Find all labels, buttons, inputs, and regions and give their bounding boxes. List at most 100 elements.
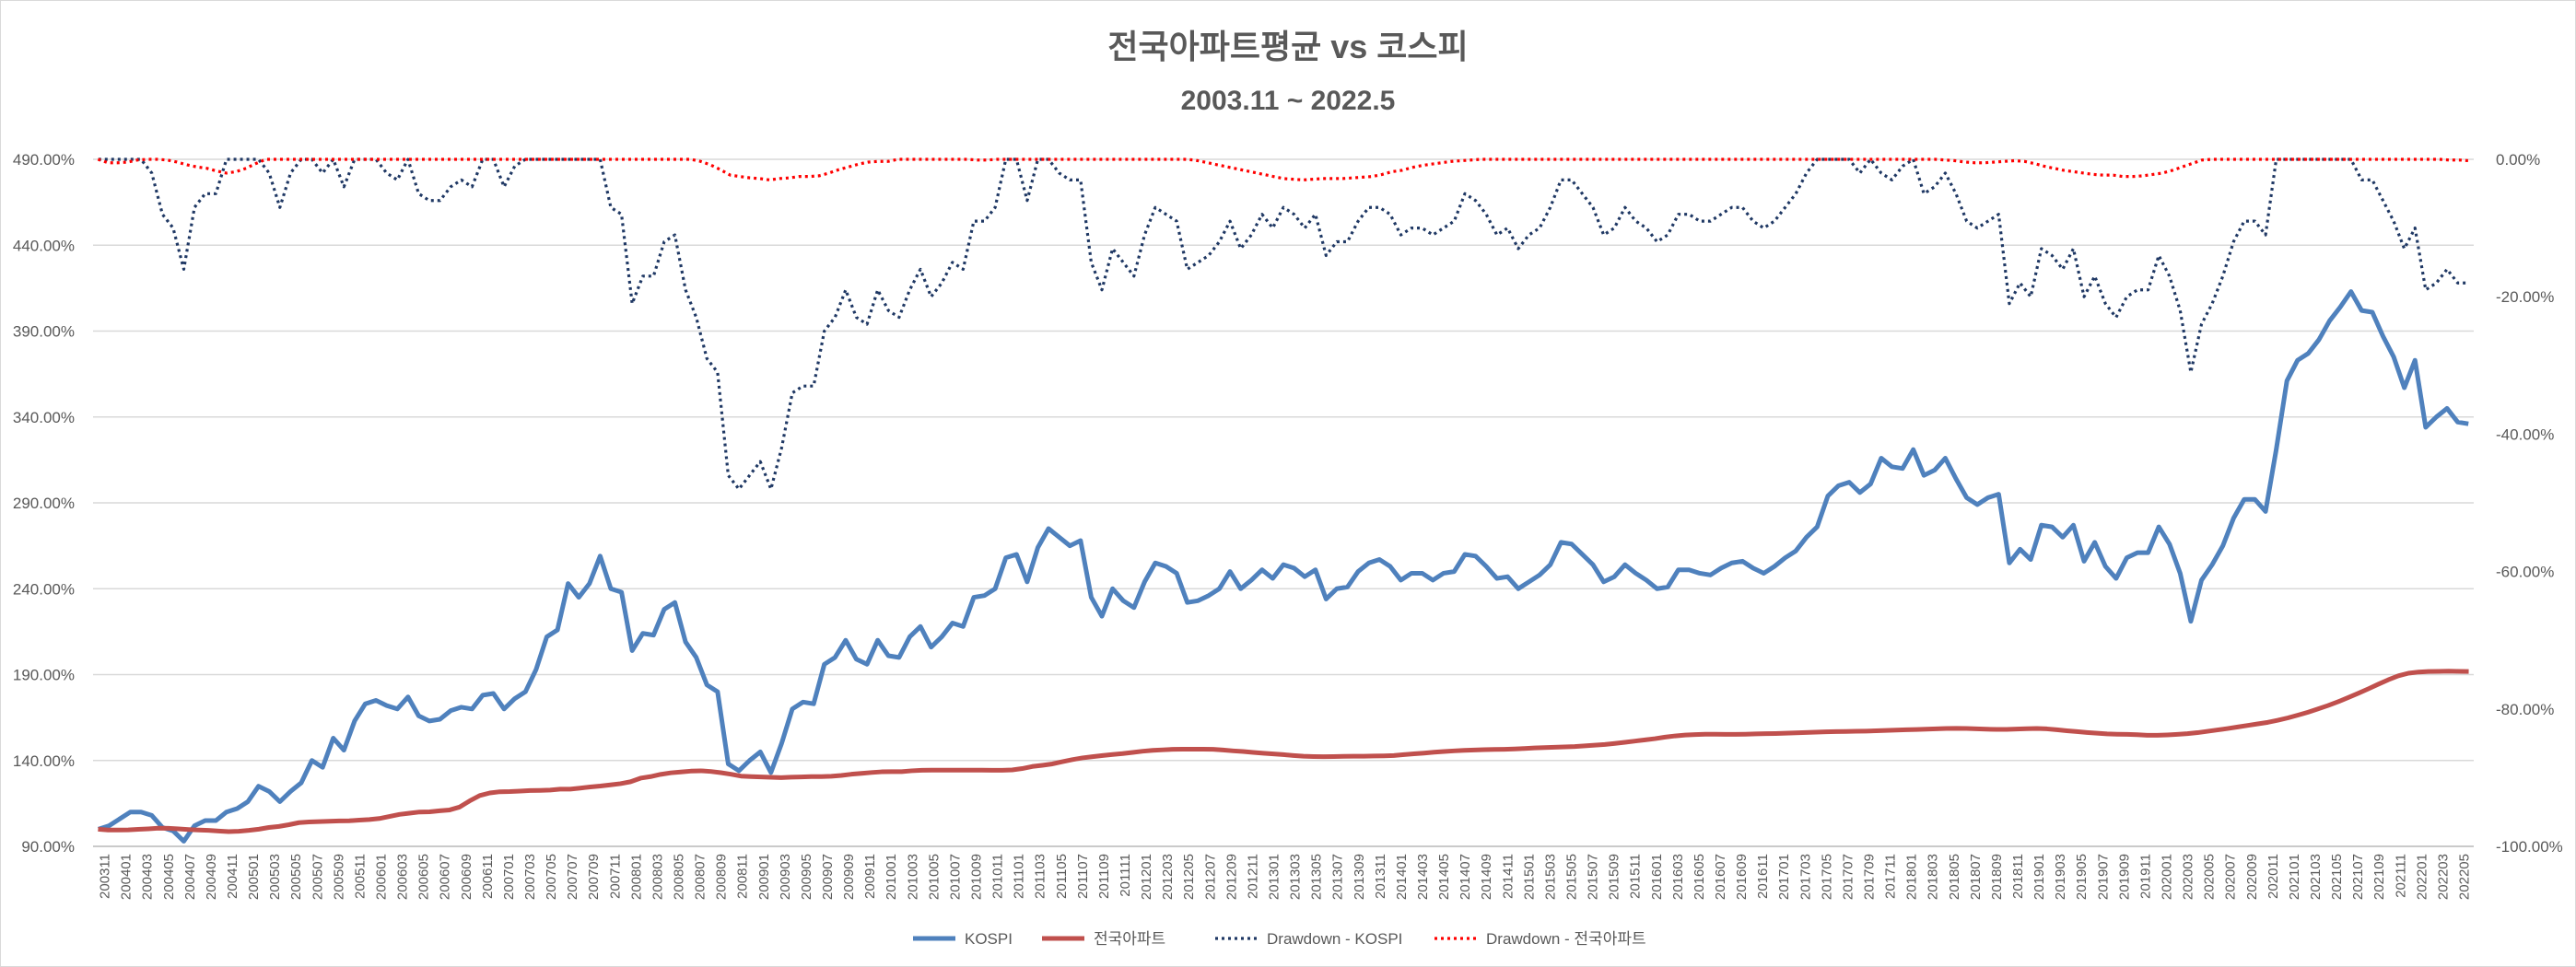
right-y-axis: 0.00% -20.00% -40.00% -60.00% -80.00% -100.00… [2496,151,2563,856]
x-axis-tick-label: 201501 [1521,854,1537,900]
x-axis-tick-label: 201301 [1266,854,1282,900]
x-axis-tick-label: 200401 [119,854,135,900]
x-axis-tick-label: 201201 [1139,854,1154,900]
x-axis-tick-label: 202009 [2244,854,2260,900]
x-axis-tick-label: 201107 [1075,854,1091,899]
x-axis-tick-label: 201007 [947,854,963,900]
chart-subtitle: 2003.11 ~ 2022.5 [1181,86,1396,116]
left-axis-tick-label: 390.00% [13,323,75,341]
x-axis-tick-label: 201901 [2032,854,2047,900]
x-axis-tick-label: 200503 [267,854,283,900]
right-axis-tick-label: -60.00% [2496,564,2554,581]
x-axis-tick-label: 201205 [1181,854,1197,900]
x-axis-tick-label: 201011 [990,854,1006,899]
right-axis-tick-label: -40.00% [2496,425,2554,443]
x-axis-tick-label: 200311 [98,854,113,899]
x-axis-tick-label: 200403 [140,854,156,900]
x-axis-tick-label: 201101 [1012,854,1027,899]
x-axis-tick-label: 200907 [820,854,836,900]
x-axis-tick-label: 201703 [1797,854,1813,900]
x-axis-tick-label: 202111 [2393,854,2408,898]
right-axis-tick-label: -100.00% [2496,838,2563,856]
legend: KOSPI 전국아파트 Drawdown - KOSPI Drawdown - 전국아… [913,930,1646,948]
x-axis-tick-label: 202205 [2456,854,2472,900]
x-axis-tick-label: 200511 [352,854,368,899]
x-axis-tick-label: 201505 [1563,854,1579,900]
x-axis-tick-label: 201805 [1947,854,1962,900]
x-axis-tick-label: 201311 [1373,854,1388,899]
right-axis-tick-label: 0.00% [2496,151,2540,169]
x-axis-tick-label: 200803 [650,854,665,900]
x-axis-tick-label: 201907 [2095,854,2111,900]
legend-label-1: 전국아파트 [1094,930,1165,948]
x-axis-tick-label: 201409 [1479,854,1494,900]
x-axis-tick-label: 201307 [1330,854,1346,900]
x-axis-tick-label: 201009 [968,854,984,900]
x-axis-tick-label: 201803 [1926,854,1941,900]
x-axis-tick-label: 201709 [1861,854,1877,900]
x-axis-tick-label: 201405 [1436,854,1452,900]
x-axis-tick-label: 200807 [693,854,708,900]
x-axis-tick-label: 201203 [1160,854,1176,900]
x-axis-tick-label: 200603 [395,854,411,900]
x-axis-tick-label: 201609 [1734,854,1750,900]
x-axis-tick-label: 201701 [1776,854,1792,900]
x-axis-tick-label: 200701 [501,854,517,900]
x-axis-tick-label: 201807 [1968,854,1984,900]
left-axis-tick-label: 90.00% [21,838,75,856]
x-axis-tick-label: 202107 [2350,854,2366,900]
x-axis-tick-label: 201707 [1840,854,1856,900]
x-axis-tick-label: 200711 [607,854,623,899]
x-axis-tick-label: 201503 [1542,854,1558,900]
x-axis-tick-label: 201905 [2074,854,2090,900]
x-axis-tick-label: 201207 [1202,854,1218,900]
legend-label-0: KOSPI [965,930,1013,948]
x-axis-tick-label: 201809 [1989,854,2005,900]
x-axis-tick-label: 200501 [246,854,262,900]
x-axis-tick-label: 201111 [1118,854,1133,897]
x-axis-tick-label: 201611 [1755,854,1771,899]
x-axis-tick-label: 201705 [1819,854,1834,900]
x-axis-tick-label: 200805 [671,854,686,900]
x-axis-tick-label: 201911 [2137,854,2153,899]
x-axis-tick-label: 201411 [1500,854,1516,899]
x-axis-tick-label: 201407 [1458,854,1473,900]
left-axis-tick-label: 490.00% [13,151,75,169]
gridlines [93,158,2474,847]
left-axis-tick-label: 240.00% [13,580,75,598]
x-axis-tick-label: 200809 [714,854,730,900]
left-axis-tick-label: 440.00% [13,237,75,254]
x-axis-tick-label: 200911 [862,854,878,899]
x-axis-tick-label: 200609 [459,854,474,900]
chart-title: 전국아파트평균 vs 코스피 [1107,28,1468,65]
x-axis-tick-label: 201005 [926,854,942,900]
x-axis-tick-label: 201211 [1245,854,1260,899]
x-axis-tick-label: 201507 [1586,854,1601,900]
x-axis-tick-label: 202101 [2287,854,2302,900]
series-line-0 [98,289,2469,844]
x-axis-tick-label: 201605 [1692,854,1707,900]
x-axis-tick-label: 201509 [1607,854,1622,900]
x-axis-tick-label: 200407 [182,854,198,900]
x-axis-tick-label: 202201 [2414,854,2430,900]
x-axis-tick-label: 201003 [905,854,920,900]
x-axis-tick-label: 200411 [225,854,240,899]
x-axis-tick-label: 201811 [2010,854,2026,899]
x-axis-tick-label: 201001 [884,854,899,900]
left-axis-tick-label: 290.00% [13,495,75,512]
x-axis-tick-label: 202001 [2159,854,2174,900]
left-axis-tick-label: 340.00% [13,409,75,426]
x-axis-tick-label: 201303 [1288,854,1304,900]
x-axis-tick-label: 200611 [480,854,496,899]
x-axis-tick-label: 200507 [310,854,325,900]
left-axis-tick-label: 140.00% [13,752,75,770]
x-axis-tick-label: 201511 [1628,854,1644,899]
x-axis-tick-label: 200903 [778,854,793,900]
x-axis-tick-label: 200811 [735,854,751,899]
x-axis-tick-label: 201601 [1649,854,1665,900]
x-axis-tick-label: 202007 [2223,854,2239,900]
right-axis-tick-label: -80.00% [2496,701,2554,718]
x-axis-tick-label: 201209 [1224,854,1239,900]
x-axis-tick-label: 200405 [161,854,177,900]
x-axis-tick-label: 201403 [1415,854,1431,900]
